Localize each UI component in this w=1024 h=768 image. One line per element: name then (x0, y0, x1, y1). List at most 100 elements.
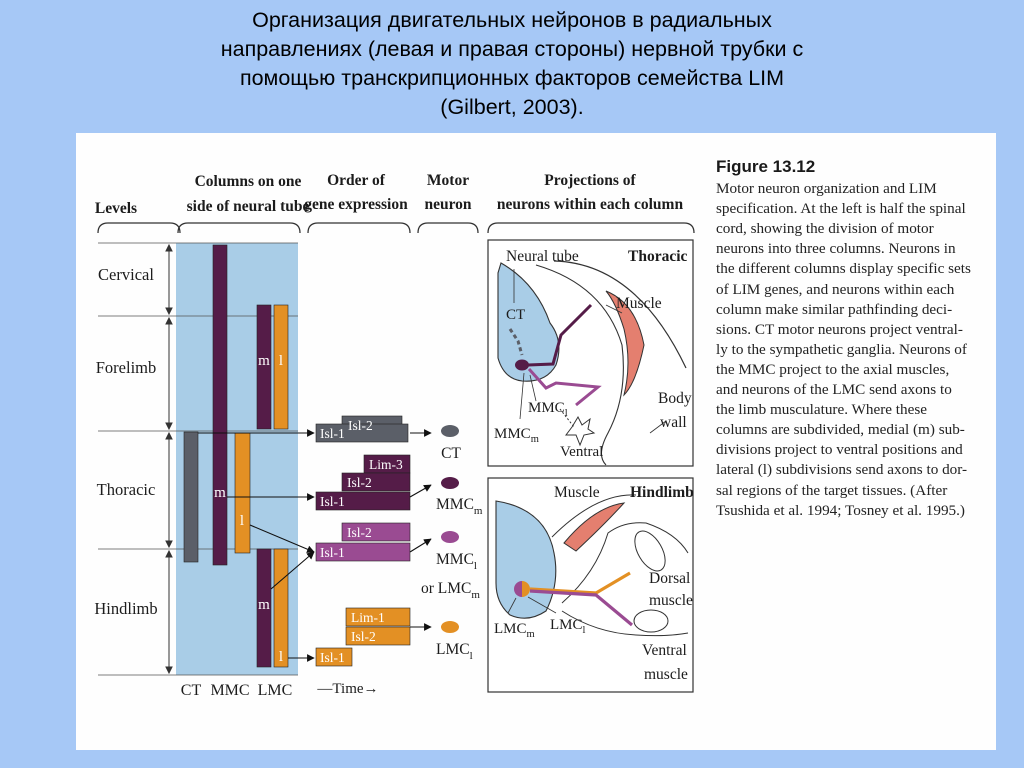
hindlimb-lmcl-label: LMCl (550, 617, 586, 636)
header-columns-2: side of neural tube (187, 198, 310, 215)
mmc-m-column (212, 244, 228, 566)
col-label-lmc: LMC (258, 682, 293, 699)
gene-label: Isl-2 (351, 629, 376, 644)
thoracic-mmcm-label: MMCm (494, 426, 539, 445)
gene-label: Lim-3 (369, 457, 403, 472)
caption-line: the different columns display specific s… (716, 260, 971, 278)
neuron-label-ct: CT (441, 445, 461, 462)
title-line: направлениях (левая и правая стороны) не… (220, 37, 804, 61)
thoracic-wall-label: wall (660, 414, 687, 431)
caption-line: neurons into three columns. Neurons in (716, 240, 956, 258)
caption-line: column make similar pathfinding deci- (716, 300, 953, 318)
hindlimb-dorsal-muscle-label: muscle (649, 592, 693, 609)
gene-label: Isl-2 (348, 418, 373, 433)
hindlimb-title: Hindlimb (630, 484, 694, 501)
title-line: Организация двигательных нейронов в ради… (252, 8, 772, 32)
figure-diagram: Levels Columns on one side of neural tub… (94, 172, 695, 699)
neuron-ct (441, 425, 459, 437)
header-motor-1: Motor (427, 172, 469, 189)
hindlimb-ventral-muscle-label: muscle (644, 666, 688, 683)
gene-label: Isl-1 (320, 426, 345, 441)
level-arrows (165, 243, 173, 675)
hindlimb-lmcm-label: LMCm (494, 621, 535, 640)
caption-line: cord, showing the division of motor (716, 220, 934, 238)
gene-label: Isl-1 (320, 545, 345, 560)
caption-line: sal regions of the target tissues. (Afte… (716, 481, 948, 499)
gene-label: Isl-2 (347, 475, 372, 490)
gene-label: Isl-1 (320, 650, 345, 665)
thoracic-title: Thoracic (628, 248, 688, 265)
header-projections-2: neurons within each column (497, 196, 684, 213)
mmc-l-label: l (240, 513, 244, 529)
lmc-m-forelimb-label: m (258, 353, 270, 369)
neuron-lmcl (441, 621, 459, 633)
lmc-l-forelimb-label: l (279, 353, 283, 369)
neuron-label-mmcm: MMCm (436, 496, 483, 517)
ct-column (183, 431, 199, 563)
caption-line: sions. CT motor neurons project ventral- (716, 320, 963, 338)
thoracic-ventral-label: Ventral (560, 444, 603, 460)
gene-label: Isl-2 (347, 525, 372, 540)
title-line: (Gilbert, 2003). (440, 95, 584, 119)
gene-bar-lmcl-isl2 (345, 626, 411, 646)
title-line: помощью транскрипционных факторов семейс… (239, 66, 785, 90)
header-levels: Levels (95, 200, 137, 217)
gene-bar-mmcl-isl2 (341, 522, 411, 542)
gene-bar-mmcm-isl1 (315, 491, 411, 511)
neuron-mmcl (441, 531, 459, 543)
gene-bar-ct-isl1 (315, 423, 409, 443)
time-axis-label: —Time→ (316, 681, 378, 697)
caption-line: the MMC project to the axial muscles, (716, 360, 950, 378)
col-label-ct: CT (181, 682, 202, 699)
caption-line: specification. At the left is half the s… (716, 200, 966, 218)
figure-heading: Figure 13.12 (716, 157, 816, 176)
hindlimb-dorsal-label: Dorsal (649, 570, 690, 587)
figure-image: Levels Columns on one side of neural tub… (76, 133, 996, 750)
caption-line: of LIM genes, and neurons within each (716, 280, 955, 298)
level-cervical: Cervical (98, 265, 154, 284)
lmc-l-hindlimb (273, 548, 289, 668)
caption-line: Tsushida et al. 1994; Tosney et al. 1995… (716, 501, 965, 519)
lmc-l-forelimb (273, 304, 289, 430)
header-columns-1: Columns on one (195, 173, 302, 190)
caption-line: lateral (l) subdivisions send axons to d… (716, 461, 968, 479)
neuron-mmcm (441, 477, 459, 489)
header-brackets (97, 222, 695, 234)
thoracic-muscle-label: Muscle (616, 295, 662, 312)
caption-line: columns are subdivided, medial (m) sub- (716, 421, 965, 439)
gene-bar-lmcl-isl1 (315, 647, 353, 667)
header-projections-1: Projections of (544, 172, 636, 189)
level-forelimb: Forelimb (96, 358, 157, 377)
thoracic-panel (487, 239, 694, 467)
lmc-m-hindlimb-label: m (258, 597, 270, 613)
figure-caption: Figure 13.12 Motor neuron organization a… (716, 157, 986, 521)
col-label-mmc: MMC (210, 682, 249, 699)
hindlimb-ventral-label: Ventral (642, 642, 687, 659)
caption-line: divisions project to ventral positions a… (716, 441, 963, 459)
caption-line: Motor neuron organization and LIM (716, 180, 937, 198)
lmc-m-hindlimb (256, 548, 272, 668)
gene-bar-lmcl-lim1 (345, 607, 411, 627)
level-thoracic: Thoracic (97, 480, 156, 499)
header-motor-2: neuron (424, 196, 471, 213)
mapping-arrows (198, 429, 432, 662)
lmc-m-forelimb (256, 304, 272, 430)
gene-label: Isl-1 (320, 494, 345, 509)
neuron-label-mmcl: MMCl (436, 551, 477, 572)
caption-line: ly to the sympathetic ganglia. Neurons o… (716, 340, 967, 358)
caption-line: the limb musculature. Where these (716, 401, 928, 419)
lmc-l-hindlimb-label: l (279, 649, 283, 665)
gene-bar-mmcm-isl2 (341, 472, 411, 492)
header-order-2: gene expression (304, 196, 408, 213)
hindlimb-muscle-label: Muscle (554, 484, 600, 501)
level-hindlimb: Hindlimb (94, 599, 157, 618)
thoracic-neural-tube-label: Neural tube (506, 248, 579, 265)
slide-title: Организация двигательных нейронов в ради… (100, 6, 924, 122)
hindlimb-panel (487, 477, 694, 693)
neuron-label-or-lmcm: or LMCm (421, 580, 480, 601)
thoracic-body-label: Body (658, 390, 692, 407)
mmc-l-column (234, 432, 251, 554)
header-order-1: Order of (327, 172, 386, 189)
caption-line: and neurons of the LMC send axons to (716, 381, 952, 399)
thoracic-mmcl-label: MMCl (528, 400, 568, 419)
